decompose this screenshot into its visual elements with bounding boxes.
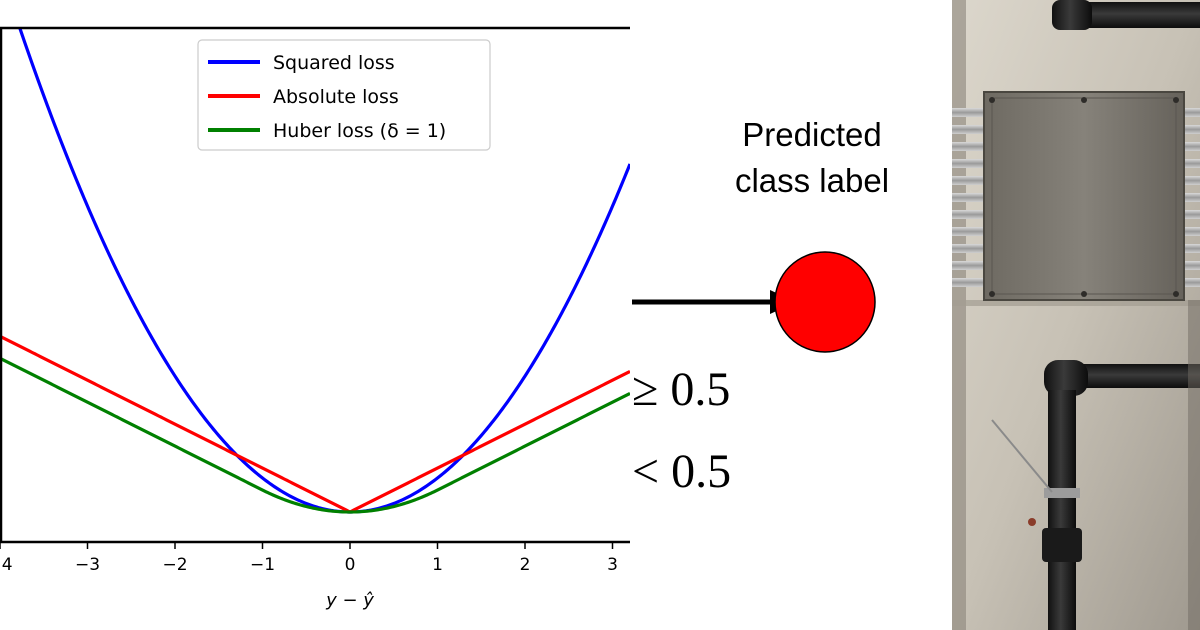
conduit-right [1184, 176, 1200, 185]
pipes-and-junction-box-photo [952, 0, 1200, 630]
lower-pipe-vertical [1048, 390, 1076, 630]
conduit-right [1184, 159, 1200, 168]
conduit-right [1184, 278, 1200, 287]
pipe-clamp [1044, 488, 1080, 498]
conduit-right [1184, 227, 1200, 236]
conduit-right [1184, 125, 1200, 134]
conduit-right [1184, 108, 1200, 117]
conduit-left [952, 159, 986, 168]
box-screw [1081, 97, 1087, 103]
loss-function-chart: −4 −3 −2 −1 0 1 2 3 y − ŷ Squared loss Absolute l… [0, 26, 630, 611]
photo-illustration [952, 0, 1200, 630]
conduit-left [952, 142, 986, 151]
x-tick-label: −4 [0, 555, 13, 575]
x-tick-label: 2 [520, 555, 531, 575]
x-tick-label: 1 [432, 555, 443, 575]
x-tick-label: −3 [75, 555, 100, 575]
legend-entry-absolute: Absolute loss [273, 86, 399, 108]
valve-bolt [1028, 518, 1036, 526]
conduit-left [952, 125, 986, 134]
box-screw [1173, 291, 1179, 297]
wire [991, 419, 1053, 493]
x-tick-label: −1 [250, 555, 275, 575]
x-tick-label: 0 [345, 555, 356, 575]
pipe-valve [1042, 528, 1082, 562]
top-elbow [1052, 0, 1092, 30]
predicted-class-circle [774, 251, 876, 353]
conduit-right [1184, 193, 1200, 202]
conduit-right [1184, 210, 1200, 219]
classification-diagram: Predicted class label ≥ 0.5 < 0.5 [630, 0, 950, 630]
junction-box [983, 91, 1185, 301]
conduit-left [952, 261, 986, 270]
legend-entry-squared: Squared loss [273, 52, 395, 74]
threshold-less-than: < 0.5 [632, 445, 732, 498]
conduit-left [952, 227, 986, 236]
box-screw [989, 291, 995, 297]
arrow-to-circle [632, 251, 876, 353]
conduit-right [1184, 261, 1200, 270]
lower-elbow [1044, 360, 1088, 396]
predicted-class-label: Predicted class label [734, 116, 890, 199]
wall-seam [952, 300, 1200, 306]
series-line-huber [0, 356, 630, 514]
conduit-right [1184, 142, 1200, 151]
conduit-left [952, 176, 986, 185]
box-screw [1081, 291, 1087, 297]
x-tick-label: −2 [162, 555, 187, 575]
legend-entry-huber: Huber loss (δ = 1) [273, 120, 446, 142]
top-pipe [1082, 2, 1200, 28]
legend-box [197, 39, 491, 151]
conduit-right [1184, 244, 1200, 253]
conduit-left [952, 278, 986, 287]
series-line-squared [18, 28, 630, 514]
box-screw [1173, 97, 1179, 103]
box-screw [989, 97, 995, 103]
lower-pipe-horizontal [1072, 364, 1200, 388]
conduit-left [952, 108, 986, 117]
conduit-left [952, 244, 986, 253]
conduit-left [952, 210, 986, 219]
x-axis-label: y − ŷ [325, 590, 374, 611]
conduit-left [952, 193, 986, 202]
threshold-greater-equal: ≥ 0.5 [632, 363, 731, 416]
conduit-group [952, 108, 1200, 287]
series-line-absolute [0, 334, 630, 514]
x-tick-label: 3 [607, 555, 618, 575]
wall-shadow-left [952, 0, 966, 630]
right-edge-shadow [1188, 300, 1200, 630]
